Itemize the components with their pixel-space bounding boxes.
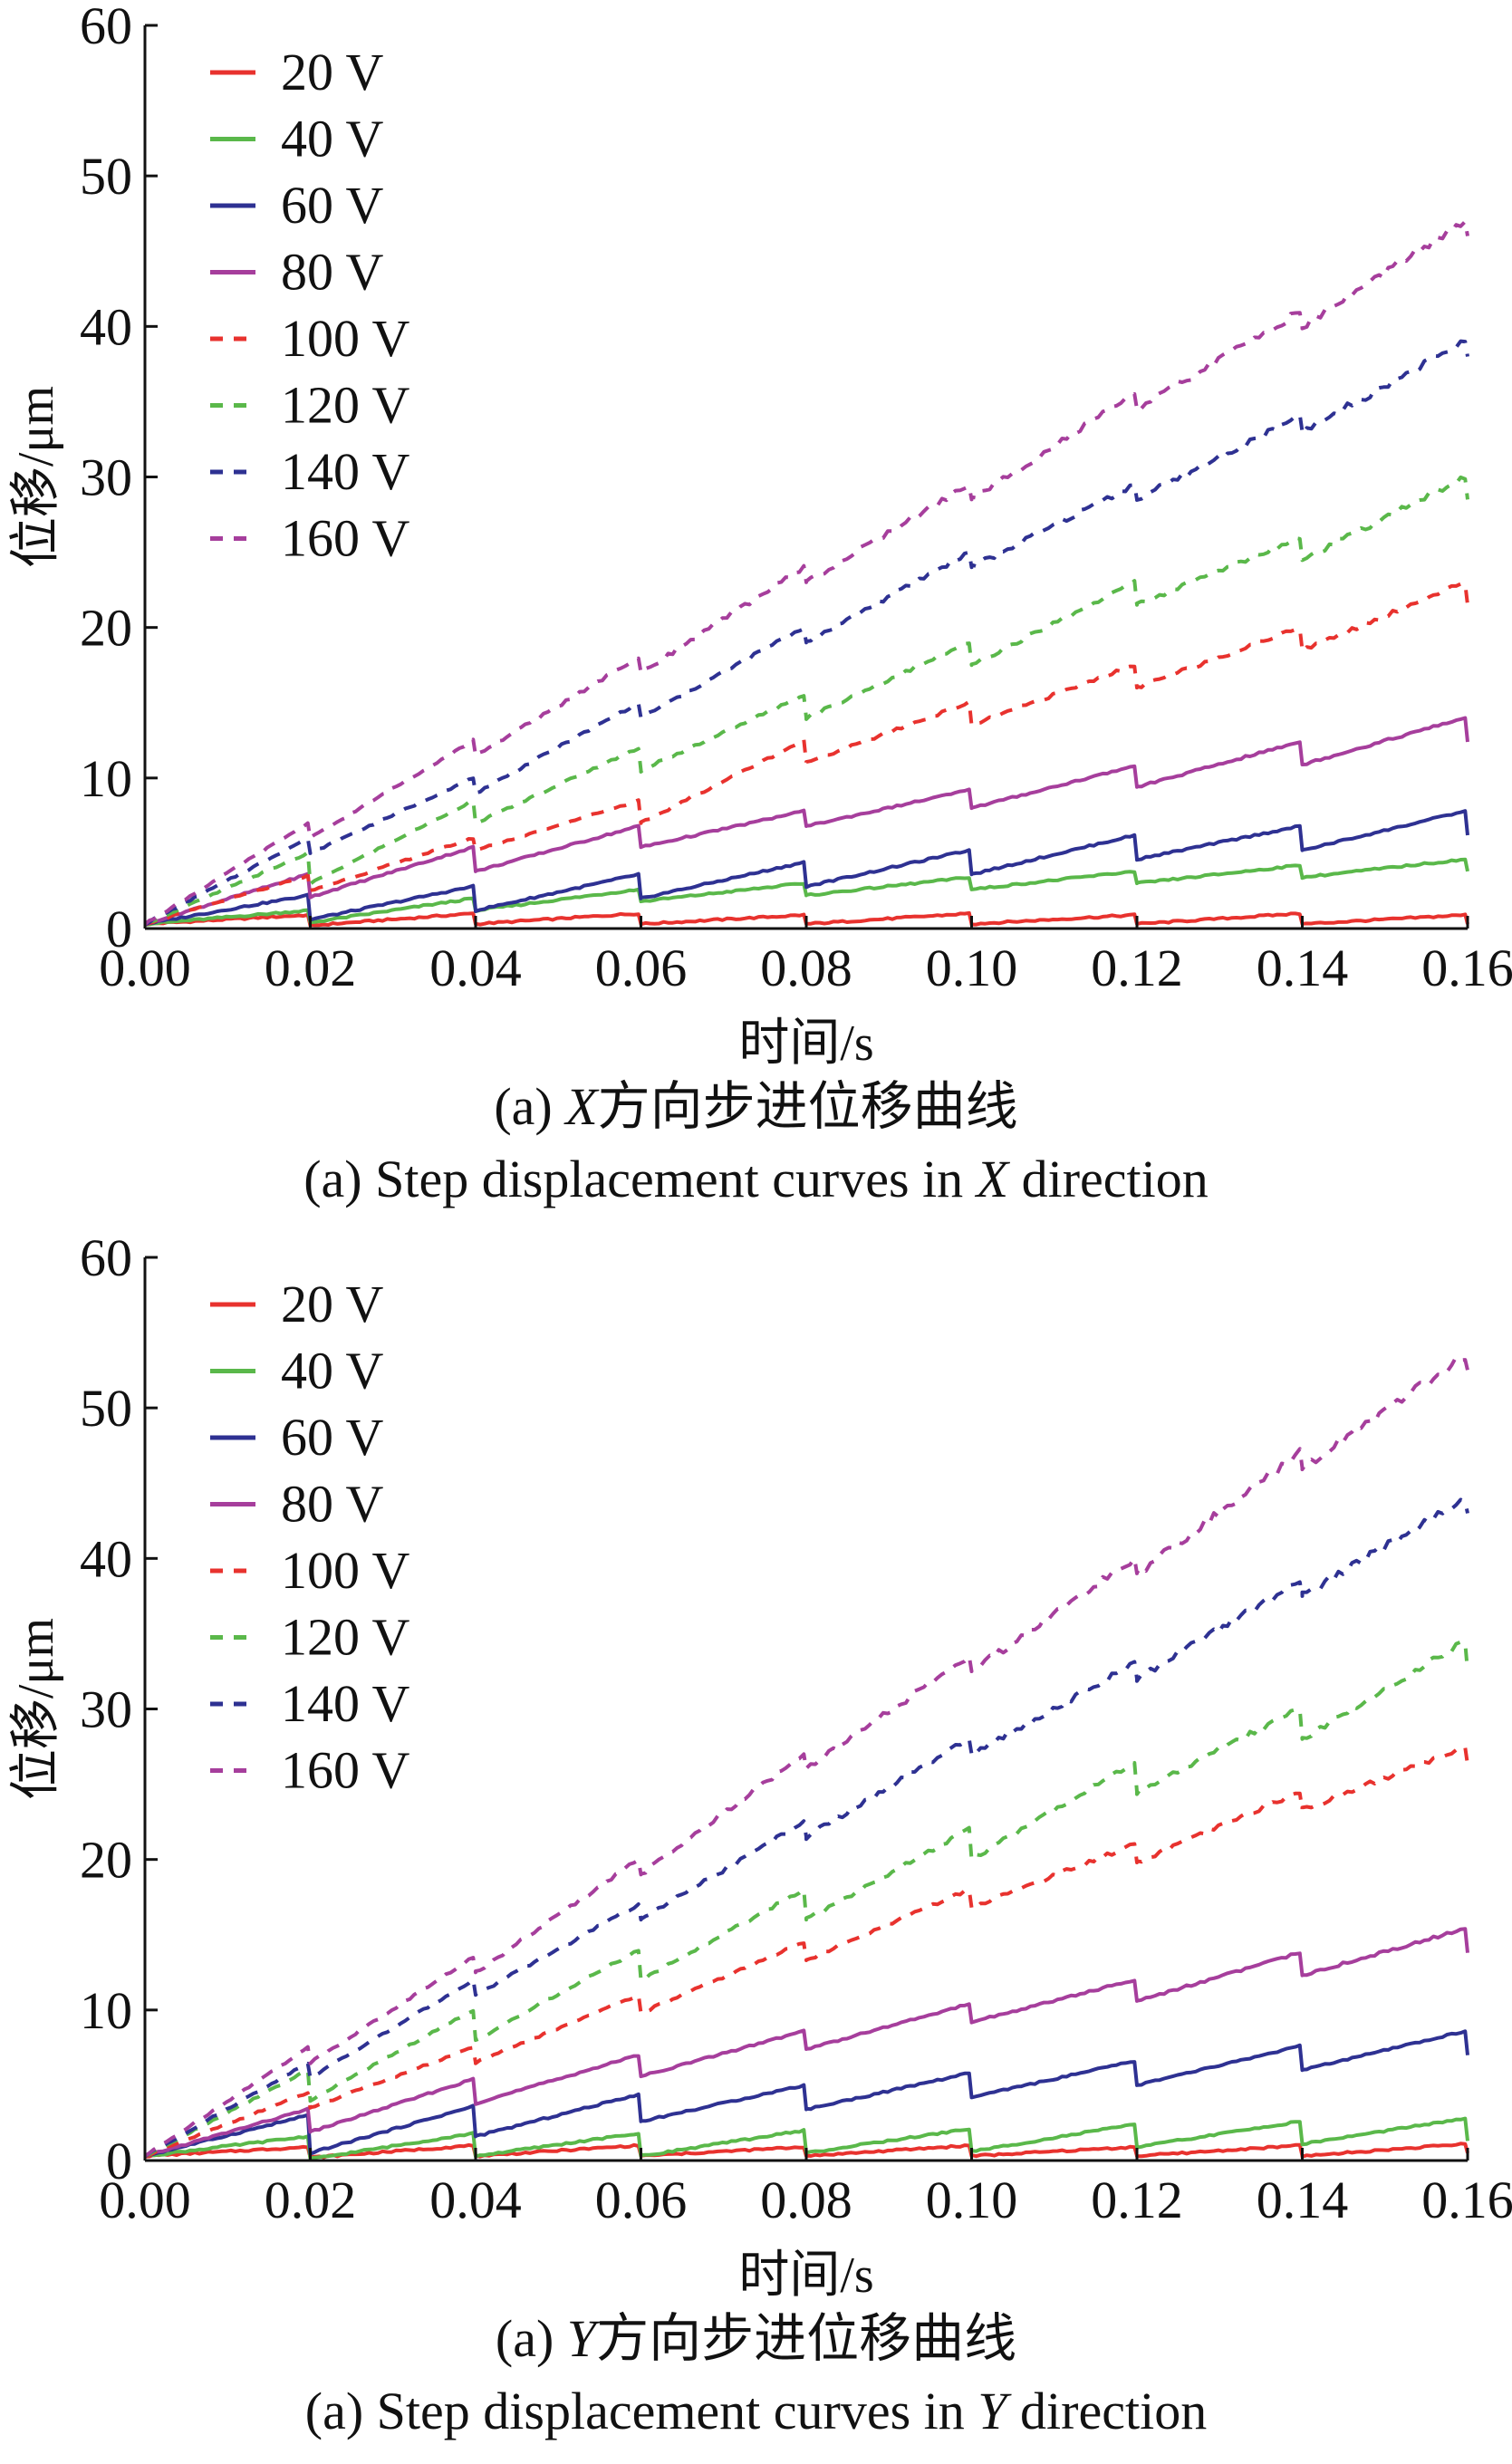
legend-label: 140 V xyxy=(281,442,409,501)
legend-label: 80 V xyxy=(281,1475,383,1534)
x-tick-label: 0.06 xyxy=(595,938,688,997)
legend-label: 140 V xyxy=(281,1674,409,1733)
x-tick-label: 0.10 xyxy=(926,2170,1018,2229)
x-tick-label: 0.06 xyxy=(595,2170,688,2229)
y-tick-label: 40 xyxy=(80,1529,132,1588)
x-axis-label: 时间/s xyxy=(738,2247,873,2304)
y-tick-label: 30 xyxy=(80,448,132,507)
series-line-160v xyxy=(143,1355,1469,2158)
caption-y-cn-axis: Y xyxy=(566,2309,597,2368)
caption-y-cn: (a) Y方向步进位移曲线 xyxy=(0,2308,1512,2370)
y-tick-label: 50 xyxy=(80,1379,132,1438)
chart-y-direction: 0.00 0.02 0.04 0.06 0.08 0.10 0.12 0.14 0.16 0 10 2… xyxy=(8,1232,1512,2304)
x-tick-label: 0.10 xyxy=(926,938,1018,997)
caption-y-en-prefix: (a) Step displacement curves in xyxy=(304,2382,978,2440)
series-line-140v xyxy=(144,339,1469,927)
series-line-40v xyxy=(144,857,1469,927)
y-tick-label: 40 xyxy=(80,297,132,356)
legend-label: 40 V xyxy=(281,110,383,168)
legend-label: 120 V xyxy=(281,376,409,435)
x-tick-label: 0.12 xyxy=(1091,938,1183,997)
caption-y-en-suffix: direction xyxy=(1006,2382,1208,2440)
x-tick-label: 0.04 xyxy=(429,2170,522,2229)
legend-label: 160 V xyxy=(281,1741,409,1800)
caption-x-en-suffix: direction xyxy=(1008,1150,1209,1208)
x-tick-label: 0.14 xyxy=(1257,938,1349,997)
legend-label: 100 V xyxy=(281,309,409,368)
series-line-120v xyxy=(144,475,1469,925)
x-tick-label: 0.00 xyxy=(99,938,191,997)
caption-x-en: (a) Step displacement curves in X direct… xyxy=(0,1149,1512,1210)
y-tick-label: 20 xyxy=(80,1831,132,1890)
x-axis-label: 时间/s xyxy=(738,1015,873,1072)
legend-label: 60 V xyxy=(281,1408,383,1467)
caption-x-cn-axis: X xyxy=(565,1077,598,1136)
x-tick-label: 0.08 xyxy=(760,2170,852,2229)
caption-x-en-prefix: (a) Step displacement curves in xyxy=(303,1150,977,1208)
caption-x-en-axis: X xyxy=(976,1150,1009,1208)
y-axis-label: 位移/μm xyxy=(8,386,64,568)
legend-label: 20 V xyxy=(281,1275,383,1333)
x-tick-label: 0.02 xyxy=(265,2170,357,2229)
x-tick-label: 0.00 xyxy=(99,2170,191,2229)
caption-y-en-axis: Y xyxy=(978,2382,1007,2440)
y-tick-label: 0 xyxy=(106,900,132,958)
series-line-80v xyxy=(144,1927,1469,2158)
x-tick-label: 0.12 xyxy=(1091,2170,1183,2229)
series-line-120v xyxy=(144,1640,1469,2158)
legend-label: 120 V xyxy=(281,1608,409,1667)
caption-x-cn-prefix: (a) xyxy=(494,1077,566,1136)
y-tick-label: 10 xyxy=(80,749,132,808)
y-tick-label: 0 xyxy=(106,2132,132,2190)
chart-panel-x: 0.00 0.02 0.04 0.06 0.08 0.10 0.12 0.14 0.16 0 10 2… xyxy=(0,0,1512,1210)
x-tick-label: 0.16 xyxy=(1421,938,1512,997)
legend-label: 60 V xyxy=(281,176,383,235)
series-line-140v xyxy=(143,1497,1469,2159)
series-line-100v xyxy=(144,1745,1469,2158)
chart-x-direction: 0.00 0.02 0.04 0.06 0.08 0.10 0.12 0.14 0.16 0 10 2… xyxy=(8,0,1512,1072)
y-tick-label: 30 xyxy=(80,1680,132,1739)
legend-label: 100 V xyxy=(281,1541,409,1600)
caption-x-cn-text: 方向步进位移曲线 xyxy=(597,1077,1018,1136)
caption-y-cn-prefix: (a) xyxy=(495,2309,567,2368)
x-tick-label: 0.14 xyxy=(1257,2170,1349,2229)
legend-label: 80 V xyxy=(281,243,383,302)
y-tick-label: 50 xyxy=(80,147,132,206)
caption-x-cn: (a) X方向步进位移曲线 xyxy=(0,1076,1512,1138)
series-line-80v xyxy=(144,716,1469,927)
x-tick-label: 0.16 xyxy=(1421,2170,1512,2229)
legend-label: 160 V xyxy=(281,509,409,568)
x-tick-label: 0.02 xyxy=(265,938,357,997)
legend-label: 20 V xyxy=(281,43,383,101)
legend-label: 40 V xyxy=(281,1342,383,1400)
series-line-160v xyxy=(143,219,1469,926)
chart-panel-y: 0.00 0.02 0.04 0.06 0.08 0.10 0.12 0.14 0.16 0 10 2… xyxy=(0,1232,1512,2464)
y-tick-label: 60 xyxy=(80,1232,132,1287)
y-tick-label: 20 xyxy=(80,599,132,658)
y-tick-label: 60 xyxy=(80,0,132,55)
series-line-60v xyxy=(144,809,1469,927)
series-line-60v xyxy=(145,2029,1469,2158)
series-line-100v xyxy=(144,582,1469,927)
y-axis-label: 位移/μm xyxy=(8,1618,64,1800)
caption-y-en: (a) Step displacement curves in Y direct… xyxy=(0,2381,1512,2442)
x-tick-label: 0.04 xyxy=(429,938,522,997)
caption-y-cn-text: 方向步进位移曲线 xyxy=(596,2309,1017,2368)
x-tick-label: 0.08 xyxy=(760,938,852,997)
y-tick-label: 10 xyxy=(80,1981,132,2040)
